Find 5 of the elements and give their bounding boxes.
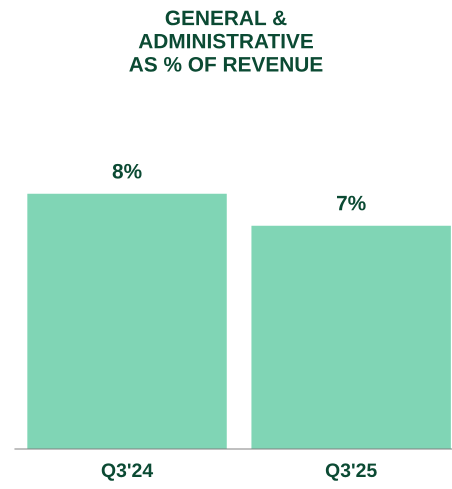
data-label: 7% [336, 196, 366, 210]
chart-title: GENERAL & ADMINISTRATIVE AS % OF REVENUE [129, 10, 322, 72]
data-label: 8% [112, 164, 142, 179]
x-tick-label: Q3'24 [102, 463, 154, 481]
x-tick-label: Q3'25 [326, 463, 377, 481]
